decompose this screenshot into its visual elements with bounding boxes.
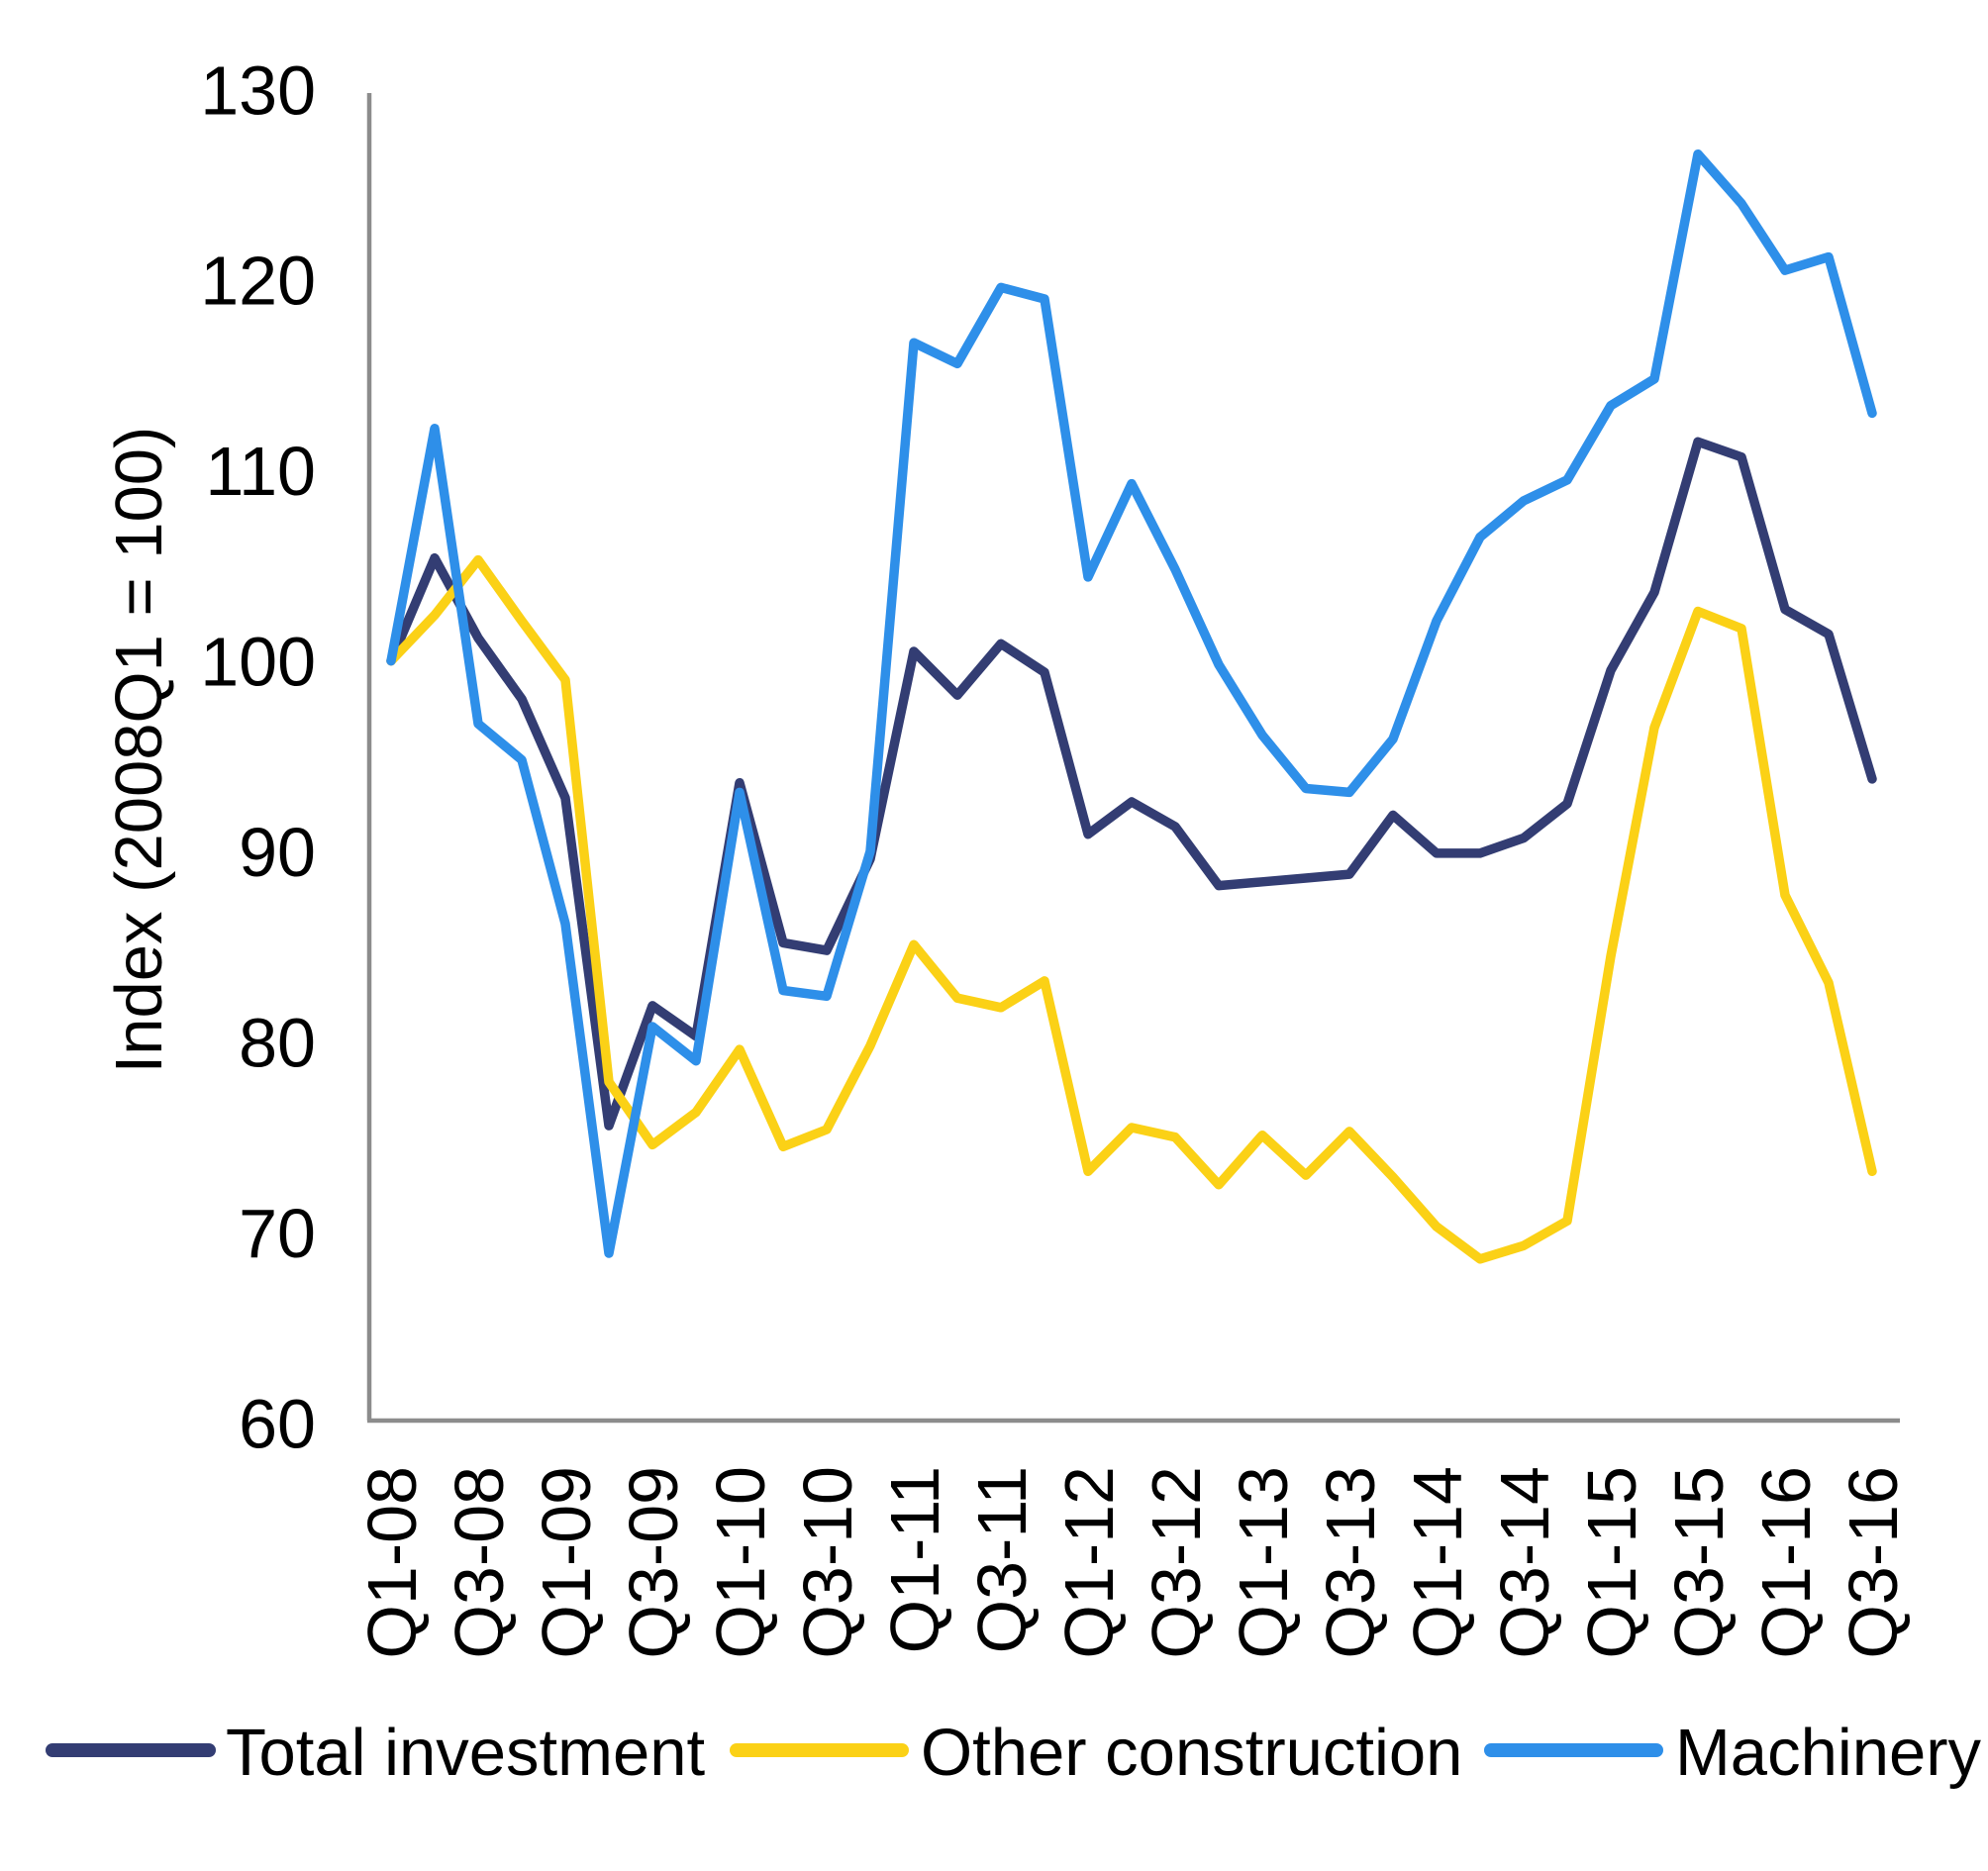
svg-text:Q3-11: Q3-11 [963, 1466, 1041, 1653]
svg-text:Q1-15: Q1-15 [1573, 1466, 1650, 1659]
svg-text:Q1-14: Q1-14 [1399, 1466, 1476, 1659]
svg-text:Machinery: Machinery [1675, 1716, 1982, 1790]
svg-text:Q3-13: Q3-13 [1312, 1466, 1389, 1659]
svg-text:Q3-12: Q3-12 [1138, 1466, 1215, 1659]
svg-text:Q3-15: Q3-15 [1660, 1466, 1738, 1659]
svg-text:110: 110 [205, 433, 316, 510]
svg-text:Q1-08: Q1-08 [353, 1466, 431, 1659]
svg-text:Q3-09: Q3-09 [615, 1466, 692, 1659]
svg-text:Total investment: Total investment [226, 1716, 705, 1790]
svg-text:Q1-10: Q1-10 [702, 1466, 779, 1659]
svg-text:100: 100 [200, 624, 316, 701]
svg-text:130: 130 [200, 51, 316, 129]
svg-text:60: 60 [239, 1385, 316, 1462]
svg-text:Q1-11: Q1-11 [876, 1466, 953, 1653]
svg-text:Q3-14: Q3-14 [1486, 1466, 1563, 1659]
svg-text:Q3-16: Q3-16 [1835, 1466, 1912, 1659]
svg-text:Q1-09: Q1-09 [528, 1466, 605, 1659]
svg-text:Q1-16: Q1-16 [1747, 1466, 1825, 1659]
svg-text:Other construction: Other construction [921, 1716, 1462, 1790]
svg-text:Q1-12: Q1-12 [1050, 1466, 1128, 1659]
svg-text:Q1-13: Q1-13 [1225, 1466, 1302, 1659]
svg-text:Index (2008Q1 = 100): Index (2008Q1 = 100) [102, 427, 176, 1074]
svg-text:80: 80 [239, 1004, 316, 1081]
svg-text:Q3-08: Q3-08 [441, 1466, 518, 1659]
svg-text:90: 90 [239, 814, 316, 891]
svg-text:70: 70 [239, 1195, 316, 1272]
svg-text:Q3-10: Q3-10 [789, 1466, 866, 1659]
svg-text:120: 120 [200, 243, 316, 320]
